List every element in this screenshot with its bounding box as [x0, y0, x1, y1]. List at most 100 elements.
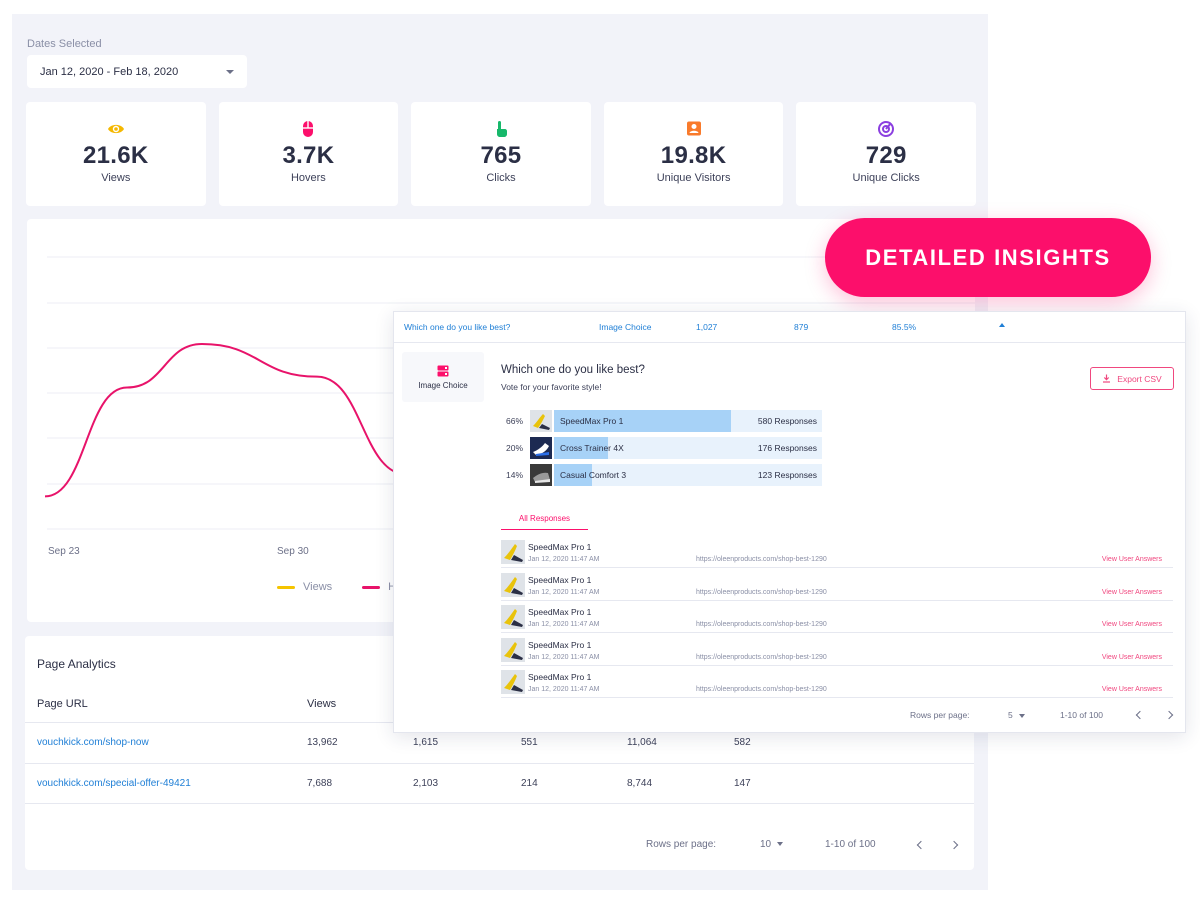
response-row: SpeedMax Pro 1 Jan 12, 2020 11:47 AM htt… [501, 536, 1173, 568]
page-url-link[interactable]: vouchkick.com/special-offer-49421 [37, 778, 191, 789]
shoe-thumbnail [501, 670, 525, 694]
view-user-answers-link[interactable]: View User Answers [1101, 621, 1162, 628]
question-summary-row[interactable]: Which one do you like best? Image Choice… [394, 312, 1185, 343]
pagination-range: 1-10 of 100 [825, 839, 876, 850]
chevron-left-icon[interactable] [916, 840, 926, 850]
stat-label: Clicks [486, 172, 516, 184]
stat-value: 729 [865, 142, 907, 169]
shoe-thumbnail [501, 540, 525, 564]
user-badge-icon [686, 121, 701, 136]
chevron-right-icon[interactable] [1164, 710, 1174, 720]
rows-per-page-select[interactable]: 10 [760, 839, 784, 850]
eye-icon [107, 124, 124, 134]
stat-card-clicks: 765 Clicks [411, 102, 591, 206]
cell: 11,064 [627, 737, 657, 748]
column-header-url[interactable]: Page URL [37, 698, 88, 710]
cell: 8,744 [627, 778, 653, 789]
cell: 2,103 [413, 778, 439, 789]
question-type-box: Image Choice [402, 352, 484, 402]
chevron-right-icon[interactable] [949, 840, 959, 850]
view-user-answers-link[interactable]: View User Answers [1101, 686, 1162, 693]
shoe-thumbnail [501, 605, 525, 629]
question-type-label: Image Choice [418, 380, 468, 390]
view-user-answers-link[interactable]: View User Answers [1101, 556, 1162, 563]
option-name: Cross Trainer 4X [560, 443, 624, 453]
shoe-thumbnail [530, 410, 552, 432]
column-header-views[interactable]: Views [307, 698, 337, 710]
option-track: Casual Comfort 3 123 Responses [554, 464, 822, 486]
cell: 214 [521, 778, 538, 789]
response-row: SpeedMax Pro 1 Jan 12, 2020 11:47 AM htt… [501, 666, 1173, 698]
shoe-thumbnail [501, 638, 525, 662]
option-bar: 14% Casual Comfort 3 123 Responses [506, 464, 822, 486]
chart-legend: Views Ho [277, 581, 402, 593]
stat-value: 765 [480, 142, 522, 169]
export-csv-label: Export CSV [1117, 373, 1162, 384]
legend-swatch [277, 585, 295, 589]
view-user-answers-link[interactable]: View User Answers [1101, 654, 1162, 661]
rows-per-page-select[interactable]: 5 [1008, 710, 1025, 720]
date-range-value: Jan 12, 2020 - Feb 18, 2020 [40, 65, 179, 78]
rows-per-page-value: 5 [1008, 710, 1013, 720]
option-percent: 66% [506, 416, 524, 426]
response-date: Jan 12, 2020 11:47 AM [528, 686, 600, 693]
response-date: Jan 12, 2020 11:47 AM [528, 654, 600, 661]
chevron-down-icon [777, 842, 784, 847]
summary-question: Which one do you like best? [404, 322, 511, 332]
x-tick-label: Sep 23 [48, 546, 80, 557]
download-icon [1103, 374, 1111, 383]
response-date: Jan 12, 2020 11:47 AM [528, 589, 600, 596]
pointer-hand-icon [496, 121, 507, 137]
page-url-link[interactable]: vouchkick.com/shop-now [37, 737, 149, 748]
response-url: https://oleenproducts.com/shop-best-1290 [696, 589, 827, 596]
image-choice-icon [437, 365, 449, 376]
response-row: SpeedMax Pro 1 Jan 12, 2020 11:47 AM htt… [501, 634, 1173, 666]
chevron-down-icon [1018, 713, 1025, 718]
response-row: SpeedMax Pro 1 Jan 12, 2020 11:47 AM htt… [501, 569, 1173, 601]
series-line-hovers [44, 343, 408, 498]
option-name: Casual Comfort 3 [560, 470, 627, 480]
tab-all-responses[interactable]: All Responses [501, 514, 588, 530]
response-date: Jan 12, 2020 11:47 AM [528, 621, 600, 628]
mouse-icon [303, 121, 314, 137]
rows-per-page-label: Rows per page: [646, 839, 717, 850]
response-row: SpeedMax Pro 1 Jan 12, 2020 11:47 AM htt… [501, 601, 1173, 633]
x-tick-label: Sep 30 [277, 546, 309, 557]
response-url: https://oleenproducts.com/shop-best-1290 [696, 654, 827, 661]
shoe-thumbnail [501, 573, 525, 597]
stat-label: Unique Visitors [656, 172, 731, 184]
cell: 551 [521, 737, 538, 748]
cell: 147 [734, 778, 751, 789]
stats-row: 21.6K Views 3.7K Hovers 765 Clicks [26, 102, 976, 206]
rows-per-page-value: 10 [760, 839, 772, 850]
option-fill [554, 410, 731, 432]
shoe-thumbnail [530, 464, 552, 486]
option-percent: 20% [506, 443, 524, 453]
dates-label: Dates Selected [27, 38, 102, 50]
option-bar: 66% SpeedMax Pro 1 580 Responses [506, 410, 822, 432]
chevron-up-icon[interactable] [999, 323, 1005, 327]
legend-item-views[interactable]: Views [277, 581, 332, 593]
question-subtitle: Vote for your favorite style! [501, 382, 602, 392]
export-csv-button[interactable]: Export CSV [1090, 367, 1174, 390]
legend-swatch [362, 585, 381, 589]
response-url: https://oleenproducts.com/shop-best-1290 [696, 686, 827, 693]
legend-label: Views [303, 581, 333, 593]
insights-panel: Which one do you like best? Image Choice… [393, 311, 1186, 733]
stat-card-hovers: 3.7K Hovers [218, 102, 399, 206]
option-fill [554, 464, 592, 486]
view-user-answers-link[interactable]: View User Answers [1101, 589, 1162, 596]
response-url: https://oleenproducts.com/shop-best-1290 [696, 621, 827, 628]
pagination-range: 1-10 of 100 [1060, 710, 1104, 720]
stat-value: 21.6K [83, 142, 149, 169]
summary-value: 879 [794, 322, 809, 332]
option-responses: 123 Responses [757, 470, 817, 480]
question-title: Which one do you like best? [501, 364, 645, 376]
stat-card-views: 21.6K Views [26, 102, 206, 206]
option-responses: 176 Responses [757, 443, 817, 453]
cell: 582 [734, 737, 751, 748]
date-range-select[interactable]: Jan 12, 2020 - Feb 18, 2020 [27, 55, 247, 88]
response-product: SpeedMax Pro 1 [528, 640, 592, 650]
summary-percent: 85.5% [892, 322, 917, 332]
chevron-left-icon[interactable] [1135, 710, 1145, 720]
